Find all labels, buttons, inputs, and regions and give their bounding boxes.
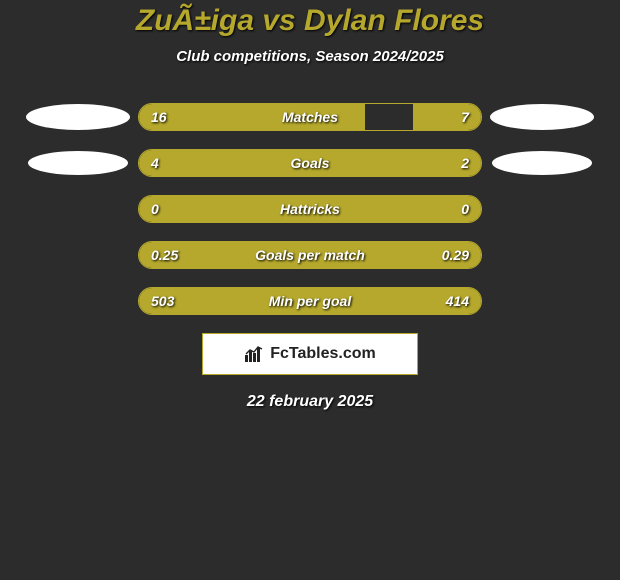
stat-rows: 16Matches7 4Goals2 0Hattricks0 0.25Goals pe… (0, 103, 620, 315)
team-badge-left (28, 151, 128, 175)
stat-label: Matches (139, 104, 481, 130)
logo-box[interactable]: FcTables.com (202, 333, 418, 375)
stat-row: 4Goals2 (0, 149, 620, 177)
stat-label: Goals (139, 150, 481, 176)
stat-row: 503Min per goal414 (0, 287, 620, 315)
stat-value-right: 414 (446, 288, 469, 314)
right-badge-slot (482, 104, 602, 130)
page-subtitle: Club competitions, Season 2024/2025 (0, 48, 620, 65)
team-badge-right (490, 104, 594, 130)
stat-row: 0Hattricks0 (0, 195, 620, 223)
chart-icon (244, 345, 264, 363)
stat-bar: 16Matches7 (138, 103, 482, 131)
stat-bar: 503Min per goal414 (138, 287, 482, 315)
stat-value-right: 0 (461, 196, 469, 222)
stat-row: 16Matches7 (0, 103, 620, 131)
date-label: 22 february 2025 (0, 393, 620, 411)
comparison-container: ZuÃ±iga vs Dylan Flores Club competition… (0, 0, 620, 411)
stat-label: Hattricks (139, 196, 481, 222)
right-badge-slot (482, 151, 602, 175)
stat-value-right: 7 (461, 104, 469, 130)
stat-row: 0.25Goals per match0.29 (0, 241, 620, 269)
logo-text: FcTables.com (270, 345, 376, 363)
left-badge-slot (18, 104, 138, 130)
stat-label: Goals per match (139, 242, 481, 268)
stat-value-right: 0.29 (442, 242, 469, 268)
team-badge-right (492, 151, 592, 175)
left-badge-slot (18, 151, 138, 175)
team-badge-left (26, 104, 130, 130)
stat-value-right: 2 (461, 150, 469, 176)
page-title: ZuÃ±iga vs Dylan Flores (0, 4, 620, 38)
stat-bar: 0.25Goals per match0.29 (138, 241, 482, 269)
stat-bar: 4Goals2 (138, 149, 482, 177)
stat-label: Min per goal (139, 288, 481, 314)
stat-bar: 0Hattricks0 (138, 195, 482, 223)
